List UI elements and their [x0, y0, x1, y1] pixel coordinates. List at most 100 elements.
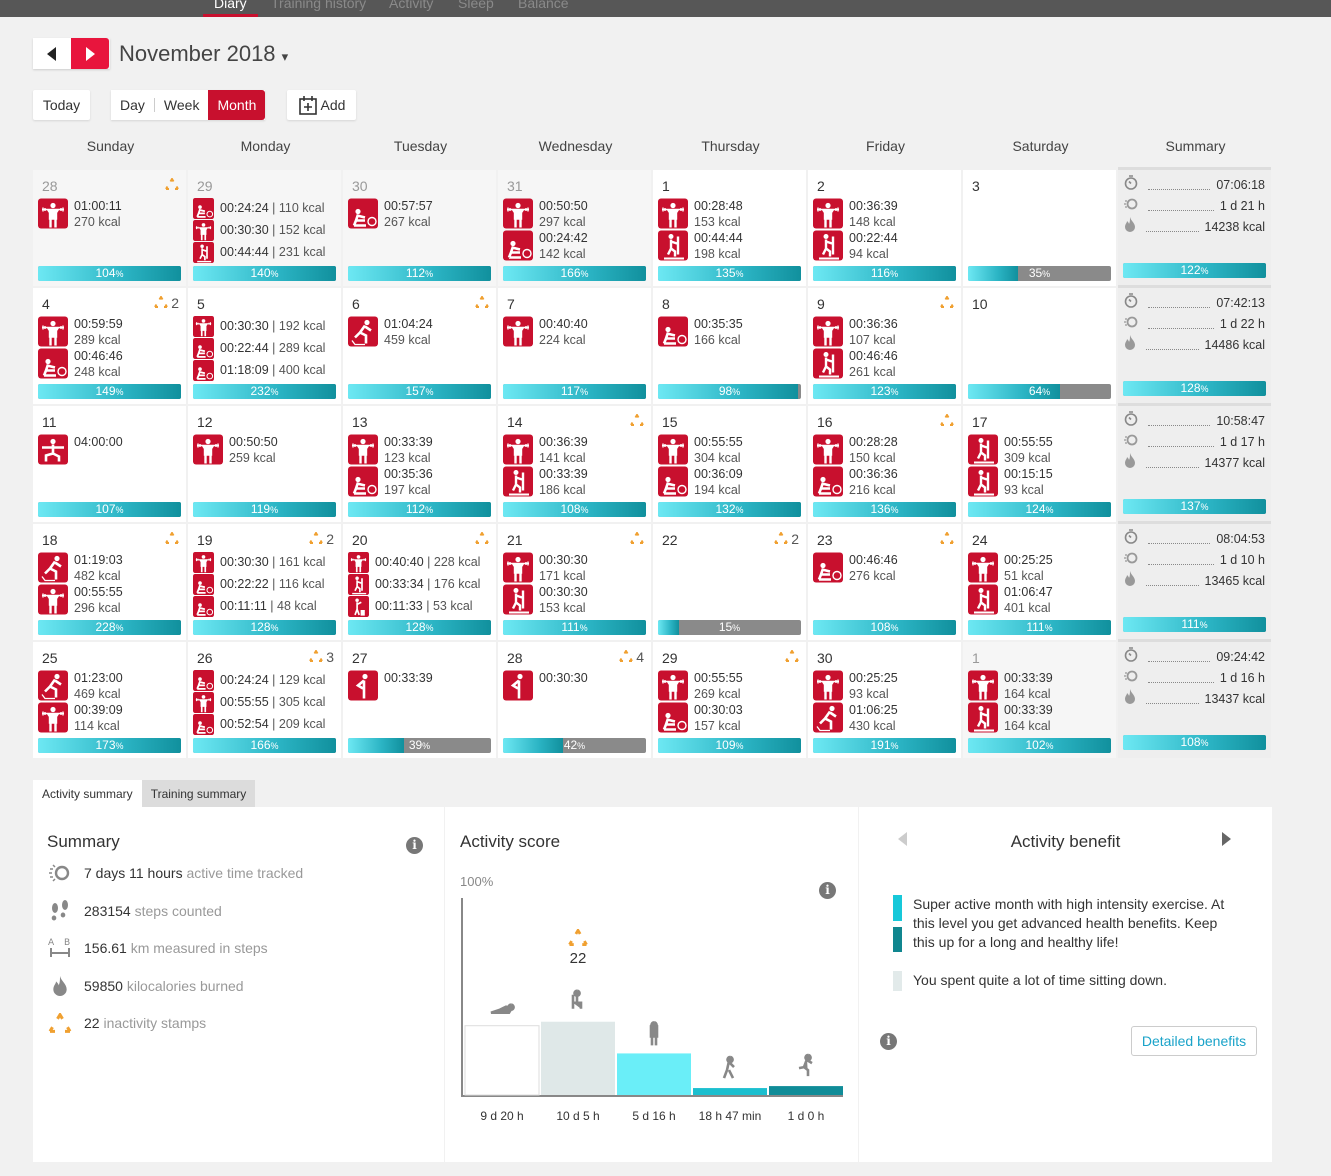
training-session[interactable]: 00:44:44 | 231 kcal: [193, 242, 325, 263]
training-session[interactable]: 00:33:39 164 kcal: [968, 670, 1053, 702]
training-session[interactable]: 00:22:22 | 116 kcal: [193, 574, 325, 595]
tab-activity[interactable]: Activity: [389, 0, 434, 11]
training-session[interactable]: 00:30:30 171 kcal: [503, 552, 588, 584]
day-cell[interactable]: 4 2 00:59:59 289 kcal 00:46:46 248 kcal 149%: [33, 288, 186, 404]
next-benefit-arrow-icon[interactable]: [1221, 832, 1231, 846]
training-session[interactable]: 00:40:40 | 228 kcal: [348, 552, 480, 573]
tab-activity-summary[interactable]: Activity summary: [33, 780, 142, 807]
day-cell[interactable]: 5 00:30:30 | 192 kcal 00:22:44 | 289 kcal 0…: [188, 288, 341, 404]
detailed-benefits-button[interactable]: Detailed benefits: [1131, 1026, 1257, 1056]
training-session[interactable]: 00:24:42 142 kcal: [503, 230, 588, 262]
day-cell[interactable]: 10 64%: [963, 288, 1116, 404]
day-cell[interactable]: 15 00:55:55 304 kcal 00:36:09 194 kcal 132%: [653, 406, 806, 522]
training-session[interactable]: 00:33:39 186 kcal: [503, 466, 588, 498]
training-session[interactable]: 01:04:24 459 kcal: [348, 316, 433, 348]
day-cell[interactable]: 17 00:55:55 309 kcal 00:15:15 93 kcal 124%: [963, 406, 1116, 522]
training-session[interactable]: 00:46:46 261 kcal: [813, 348, 898, 380]
training-session[interactable]: 00:55:55 309 kcal: [968, 434, 1053, 466]
day-cell[interactable]: 14 00:36:39 141 kcal 00:33:39 186 kcal 108%: [498, 406, 651, 522]
week-view-button[interactable]: Week: [163, 97, 200, 113]
training-session[interactable]: 00:24:24 | 129 kcal: [193, 670, 325, 691]
info-icon[interactable]: i: [880, 1033, 897, 1050]
training-session[interactable]: 01:06:25 430 kcal: [813, 702, 898, 734]
day-cell[interactable]: 23 00:46:46 276 kcal 108%: [808, 524, 961, 640]
day-cell[interactable]: 12 00:50:50 259 kcal 119%: [188, 406, 341, 522]
training-session[interactable]: 00:33:34 | 176 kcal: [348, 574, 480, 595]
day-cell[interactable]: 1 00:28:48 153 kcal 00:44:44 198 kcal 135%: [653, 170, 806, 286]
training-session[interactable]: 00:28:48 153 kcal: [658, 198, 743, 230]
day-cell[interactable]: 19 2 00:30:30 | 161 kcal 00:22:22 | 116 kca…: [188, 524, 341, 640]
training-session[interactable]: 01:19:03 482 kcal: [38, 552, 123, 584]
training-session[interactable]: 01:18:09 | 400 kcal: [193, 360, 325, 381]
day-cell[interactable]: 18 01:19:03 482 kcal 00:55:55 296 kcal 228%: [33, 524, 186, 640]
day-cell[interactable]: 3 35%: [963, 170, 1116, 286]
tab-balance[interactable]: Balance: [518, 0, 569, 11]
day-cell[interactable]: 29 00:55:55 269 kcal 00:30:03 157 kcal 109%: [653, 642, 806, 758]
day-cell[interactable]: 25 01:23:00 469 kcal 00:39:09 114 kcal 173%: [33, 642, 186, 758]
training-session[interactable]: 00:36:39 141 kcal: [503, 434, 588, 466]
training-session[interactable]: 00:57:57 267 kcal: [348, 198, 433, 230]
training-session[interactable]: 00:22:44 94 kcal: [813, 230, 898, 262]
day-cell[interactable]: 8 00:35:35 166 kcal 98%: [653, 288, 806, 404]
training-session[interactable]: 00:44:44 198 kcal: [658, 230, 743, 262]
training-session[interactable]: 04:00:00: [38, 434, 123, 465]
training-session[interactable]: 00:50:50 297 kcal: [503, 198, 588, 230]
day-cell[interactable]: 20 00:40:40 | 228 kcal 00:33:34 | 176 kcal…: [343, 524, 496, 640]
day-cell[interactable]: 28 4 00:30:30 42%: [498, 642, 651, 758]
training-session[interactable]: 01:23:00 469 kcal: [38, 670, 123, 702]
tab-training-history[interactable]: Training history: [271, 0, 367, 11]
day-cell[interactable]: 31 00:50:50 297 kcal 00:24:42 142 kcal 166%: [498, 170, 651, 286]
training-session[interactable]: 00:36:09 194 kcal: [658, 466, 743, 498]
training-session[interactable]: 00:15:15 93 kcal: [968, 466, 1053, 498]
training-session[interactable]: 00:35:36 197 kcal: [348, 466, 433, 498]
training-session[interactable]: 00:55:55 269 kcal: [658, 670, 743, 702]
training-session[interactable]: 00:30:30 | 152 kcal: [193, 220, 325, 241]
day-cell[interactable]: 1 00:33:39 164 kcal 00:33:39 164 kcal 102%: [963, 642, 1116, 758]
training-session[interactable]: 00:36:39 148 kcal: [813, 198, 898, 230]
day-cell[interactable]: 6 01:04:24 459 kcal 157%: [343, 288, 496, 404]
day-cell[interactable]: 16 00:28:28 150 kcal 00:36:36 216 kcal 136%: [808, 406, 961, 522]
training-session[interactable]: 00:30:30: [503, 670, 588, 701]
training-session[interactable]: 00:36:36 216 kcal: [813, 466, 898, 498]
day-cell[interactable]: 2 00:36:39 148 kcal 00:22:44 94 kcal 116%: [808, 170, 961, 286]
add-button[interactable]: Add: [287, 90, 356, 120]
month-selector[interactable]: November 2018 ▾: [119, 41, 288, 67]
day-cell[interactable]: 22 2 15%: [653, 524, 806, 640]
day-cell[interactable]: 24 00:25:25 51 kcal 01:06:47 401 kcal 111%: [963, 524, 1116, 640]
day-cell[interactable]: 30 00:25:25 93 kcal 01:06:25 430 kcal 191%: [808, 642, 961, 758]
tab-diary[interactable]: Diary: [214, 0, 247, 11]
training-session[interactable]: 00:30:03 157 kcal: [658, 702, 743, 734]
training-session[interactable]: 00:50:50 259 kcal: [193, 434, 278, 466]
training-session[interactable]: 00:11:11 | 48 kcal: [193, 596, 317, 617]
day-view-button[interactable]: Day: [120, 97, 145, 113]
today-button[interactable]: Today: [33, 90, 90, 120]
training-session[interactable]: 00:25:25 93 kcal: [813, 670, 898, 702]
tab-sleep[interactable]: Sleep: [458, 0, 494, 11]
training-session[interactable]: 01:00:11 270 kcal: [38, 198, 122, 230]
training-session[interactable]: 00:35:35 166 kcal: [658, 316, 743, 348]
day-cell[interactable]: 21 00:30:30 171 kcal 00:30:30 153 kcal 111%: [498, 524, 651, 640]
training-session[interactable]: 00:40:40 224 kcal: [503, 316, 588, 348]
training-session[interactable]: 00:55:55 304 kcal: [658, 434, 743, 466]
training-session[interactable]: 00:59:59 289 kcal: [38, 316, 123, 348]
training-session[interactable]: 00:25:25 51 kcal: [968, 552, 1053, 584]
training-session[interactable]: 00:33:39 164 kcal: [968, 702, 1053, 734]
info-icon[interactable]: i: [819, 882, 836, 899]
day-cell[interactable]: 13 00:33:39 123 kcal 00:35:36 197 kcal 112%: [343, 406, 496, 522]
day-cell[interactable]: 28 01:00:11 270 kcal 104%: [33, 170, 186, 286]
training-session[interactable]: 00:28:28 150 kcal: [813, 434, 898, 466]
training-session[interactable]: 00:36:36 107 kcal: [813, 316, 898, 348]
day-cell[interactable]: 9 00:36:36 107 kcal 00:46:46 261 kcal 123%: [808, 288, 961, 404]
day-cell[interactable]: 30 00:57:57 267 kcal 112%: [343, 170, 496, 286]
training-session[interactable]: 00:30:30 | 192 kcal: [193, 316, 325, 337]
training-session[interactable]: 00:55:55 | 305 kcal: [193, 692, 325, 713]
training-session[interactable]: 00:33:39 123 kcal: [348, 434, 433, 466]
info-icon[interactable]: i: [406, 837, 423, 854]
training-session[interactable]: 00:30:30 153 kcal: [503, 584, 588, 616]
day-cell[interactable]: 11 04:00:00 107%: [33, 406, 186, 522]
training-session[interactable]: 00:11:33 | 53 kcal: [348, 596, 473, 617]
month-view-button[interactable]: Month: [208, 90, 266, 120]
previous-month-button[interactable]: [33, 38, 71, 69]
training-session[interactable]: 00:22:44 | 289 kcal: [193, 338, 325, 359]
training-session[interactable]: 00:33:39: [348, 670, 433, 701]
